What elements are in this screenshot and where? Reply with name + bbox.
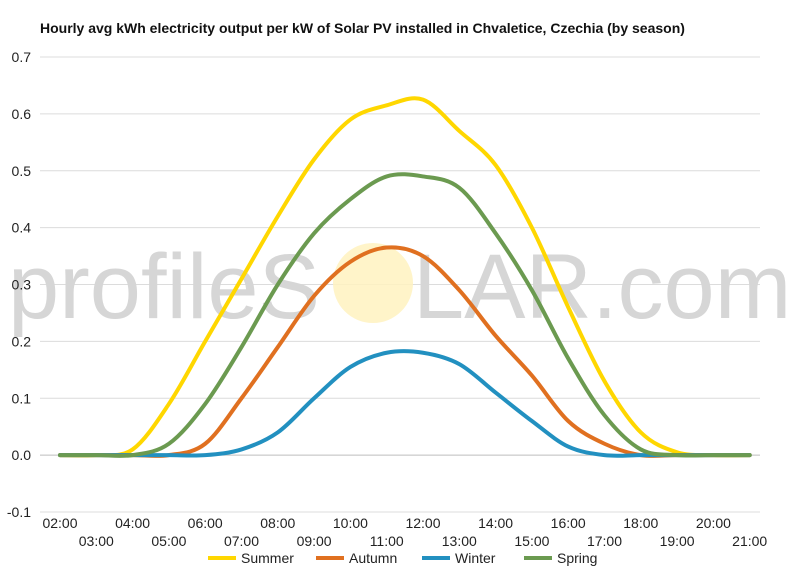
x-tick-label: 06:00 <box>188 515 223 531</box>
watermark-text-prefix: profileS <box>8 236 320 338</box>
series-lines <box>58 96 752 458</box>
watermark-text-suffix: LAR.com <box>413 236 791 338</box>
y-tick-label: -0.1 <box>7 504 31 520</box>
legend: Summer Autumn Winter Spring <box>208 550 597 566</box>
watermark: profileS LAR.com <box>8 236 791 338</box>
series-line-summer <box>58 96 752 458</box>
legend-label: Autumn <box>349 550 397 566</box>
y-tick-label: 0.7 <box>12 49 32 65</box>
x-tick-label: 11:00 <box>370 533 404 549</box>
x-tick-label: 19:00 <box>660 533 695 549</box>
x-tick-label: 14:00 <box>478 515 513 531</box>
x-tick-label: 21:00 <box>732 533 767 549</box>
y-tick-label: 0.1 <box>12 390 32 406</box>
y-tick-label: 0.5 <box>12 163 32 179</box>
x-tick-label: 16:00 <box>551 515 586 531</box>
x-tick-label: 12:00 <box>405 515 440 531</box>
y-tick-label: 0.2 <box>12 333 32 349</box>
series-line-spring <box>58 172 752 458</box>
legend-label: Winter <box>455 550 496 566</box>
x-tick-label: 13:00 <box>442 533 477 549</box>
x-tick-label: 15:00 <box>514 533 549 549</box>
y-tick-label: 0.4 <box>12 220 32 236</box>
x-tick-label: 02:00 <box>42 515 77 531</box>
y-axis-ticks: 0.7 0.6 0.5 0.4 0.3 0.2 0.1 0.0 -0.1 <box>7 49 31 520</box>
x-tick-label: 10:00 <box>333 515 368 531</box>
series-line-winter <box>58 349 752 458</box>
x-tick-label: 20:00 <box>696 515 731 531</box>
x-axis-ticks: 02:0003:0004:0005:0006:0007:0008:0009:00… <box>42 515 767 549</box>
x-tick-label: 08:00 <box>260 515 295 531</box>
y-tick-label: 0.6 <box>12 106 32 122</box>
y-tick-label: 0.0 <box>12 447 32 463</box>
watermark-sun-icon <box>333 243 413 323</box>
x-tick-label: 17:00 <box>587 533 622 549</box>
x-tick-label: 04:00 <box>115 515 150 531</box>
x-tick-label: 18:00 <box>623 515 658 531</box>
x-tick-label: 03:00 <box>79 533 114 549</box>
y-tick-label: 0.3 <box>12 277 32 293</box>
x-tick-label: 05:00 <box>151 533 186 549</box>
chart-title: Hourly avg kWh electricity output per kW… <box>40 20 685 36</box>
legend-label: Summer <box>241 550 294 566</box>
legend-label: Spring <box>557 550 597 566</box>
x-tick-label: 07:00 <box>224 533 259 549</box>
x-tick-label: 09:00 <box>297 533 332 549</box>
